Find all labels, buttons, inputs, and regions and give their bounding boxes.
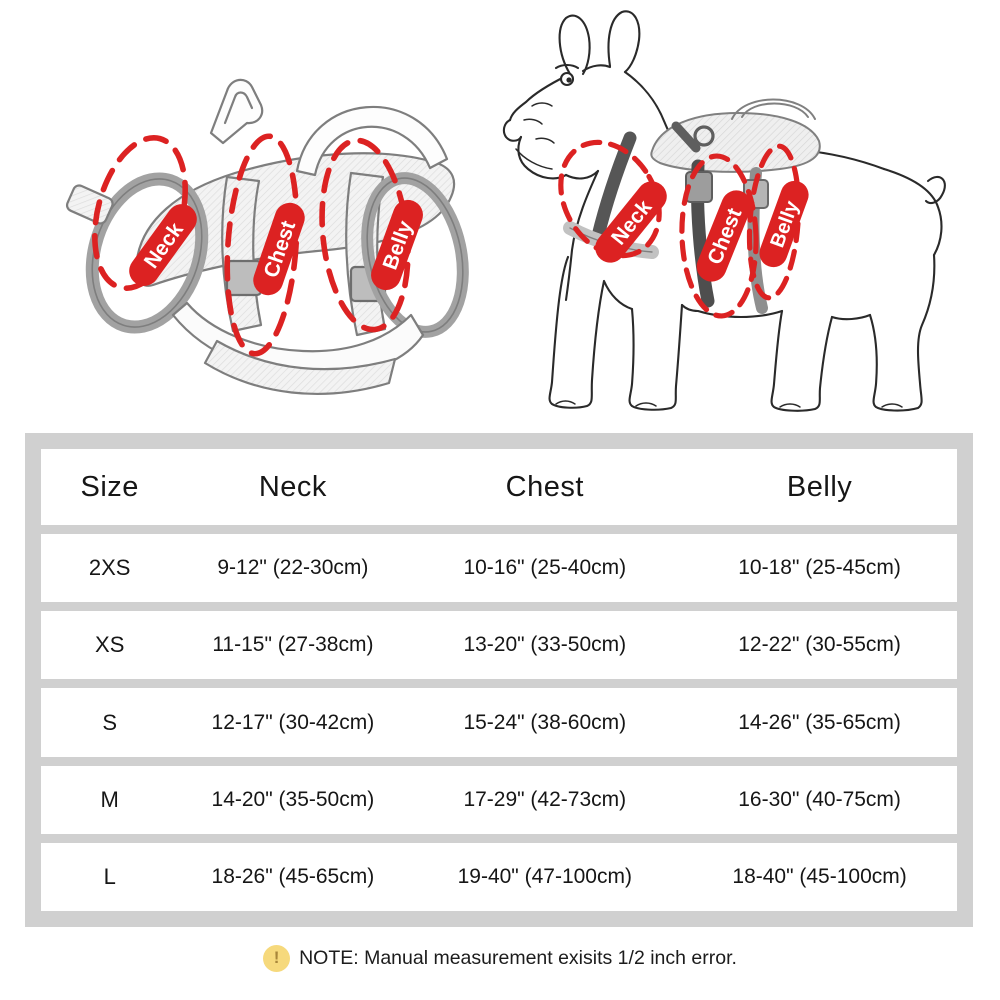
size-cell: 2XS [88, 555, 131, 581]
neck-cell: 9-12" (22-30cm) [217, 556, 369, 580]
size-cell: S [102, 709, 118, 735]
table-header-row: Size Neck Chest Belly [41, 449, 957, 525]
col-header-chest: Chest [505, 470, 584, 503]
belly-cell: 18-40" (45-100cm) [732, 864, 907, 888]
neck-cell: 18-26" (45-65cm) [211, 864, 375, 888]
size-cell: XS [95, 632, 125, 658]
neck-cell: 12-17" (30-42cm) [211, 710, 375, 734]
col-header-neck: Neck [258, 470, 327, 503]
table-row-xs: XS 11-15" (27-38cm) 13-20" (33-50cm) 12-… [41, 611, 957, 680]
dog-measure-labels: Neck Chest Belly [595, 180, 809, 282]
belly-cell: 16-30" (40-75cm) [738, 787, 901, 811]
neck-cell: 14-20" (35-50cm) [211, 787, 375, 811]
belly-cell: 12-22" (30-55cm) [738, 633, 901, 657]
size-cell: L [103, 863, 116, 889]
chest-cell: 17-29" (42-73cm) [463, 787, 627, 811]
table-row-l: L 18-26" (45-65cm) 19-40" (47-100cm) 18-… [41, 842, 957, 912]
size-cell: M [100, 786, 119, 812]
harness-sketch [65, 78, 469, 395]
table-row-s: S 12-17" (30-42cm) 15-24" (38-60cm) 14-2… [41, 688, 957, 757]
neck-cell: 11-15" (27-38cm) [212, 633, 374, 657]
dog-measurement-diagram: Neck Chest Belly [502, 10, 946, 412]
col-header-belly: Belly [786, 470, 853, 503]
belly-cell: 10-18" (25-45cm) [738, 556, 901, 580]
chest-cell: 15-24" (38-60cm) [463, 710, 627, 734]
measurement-diagrams: Neck Chest Belly [0, 0, 1000, 433]
harness-measurement-diagram: Neck Chest Belly [65, 78, 469, 395]
note-text: NOTE: Manual measurement exisits 1/2 inc… [299, 946, 737, 969]
chest-ellipse [679, 153, 759, 319]
note-bar: ! NOTE: Manual measurement exisits 1/2 i… [0, 941, 1000, 975]
chest-cell: 13-20" (33-50cm) [463, 633, 627, 657]
col-header-size: Size [80, 470, 139, 503]
belly-cell: 14-26" (35-65cm) [738, 710, 901, 734]
neck-ellipse [558, 139, 662, 259]
table-row-2xs: 2XS 9-12" (22-30cm) 10-16" (25-40cm) 10-… [41, 534, 957, 603]
chest-ellipse [224, 133, 300, 357]
table-row-m: M 14-20" (35-50cm) 17-29" (42-73cm) 16-3… [41, 765, 957, 834]
warning-exclamation-icon: ! [263, 944, 291, 972]
chest-cell: 19-40" (47-100cm) [457, 864, 632, 888]
size-chart-table: Size Neck Chest Belly 2XS 9-12" (22-30cm… [25, 433, 973, 927]
chest-cell: 10-16" (25-40cm) [463, 556, 627, 580]
